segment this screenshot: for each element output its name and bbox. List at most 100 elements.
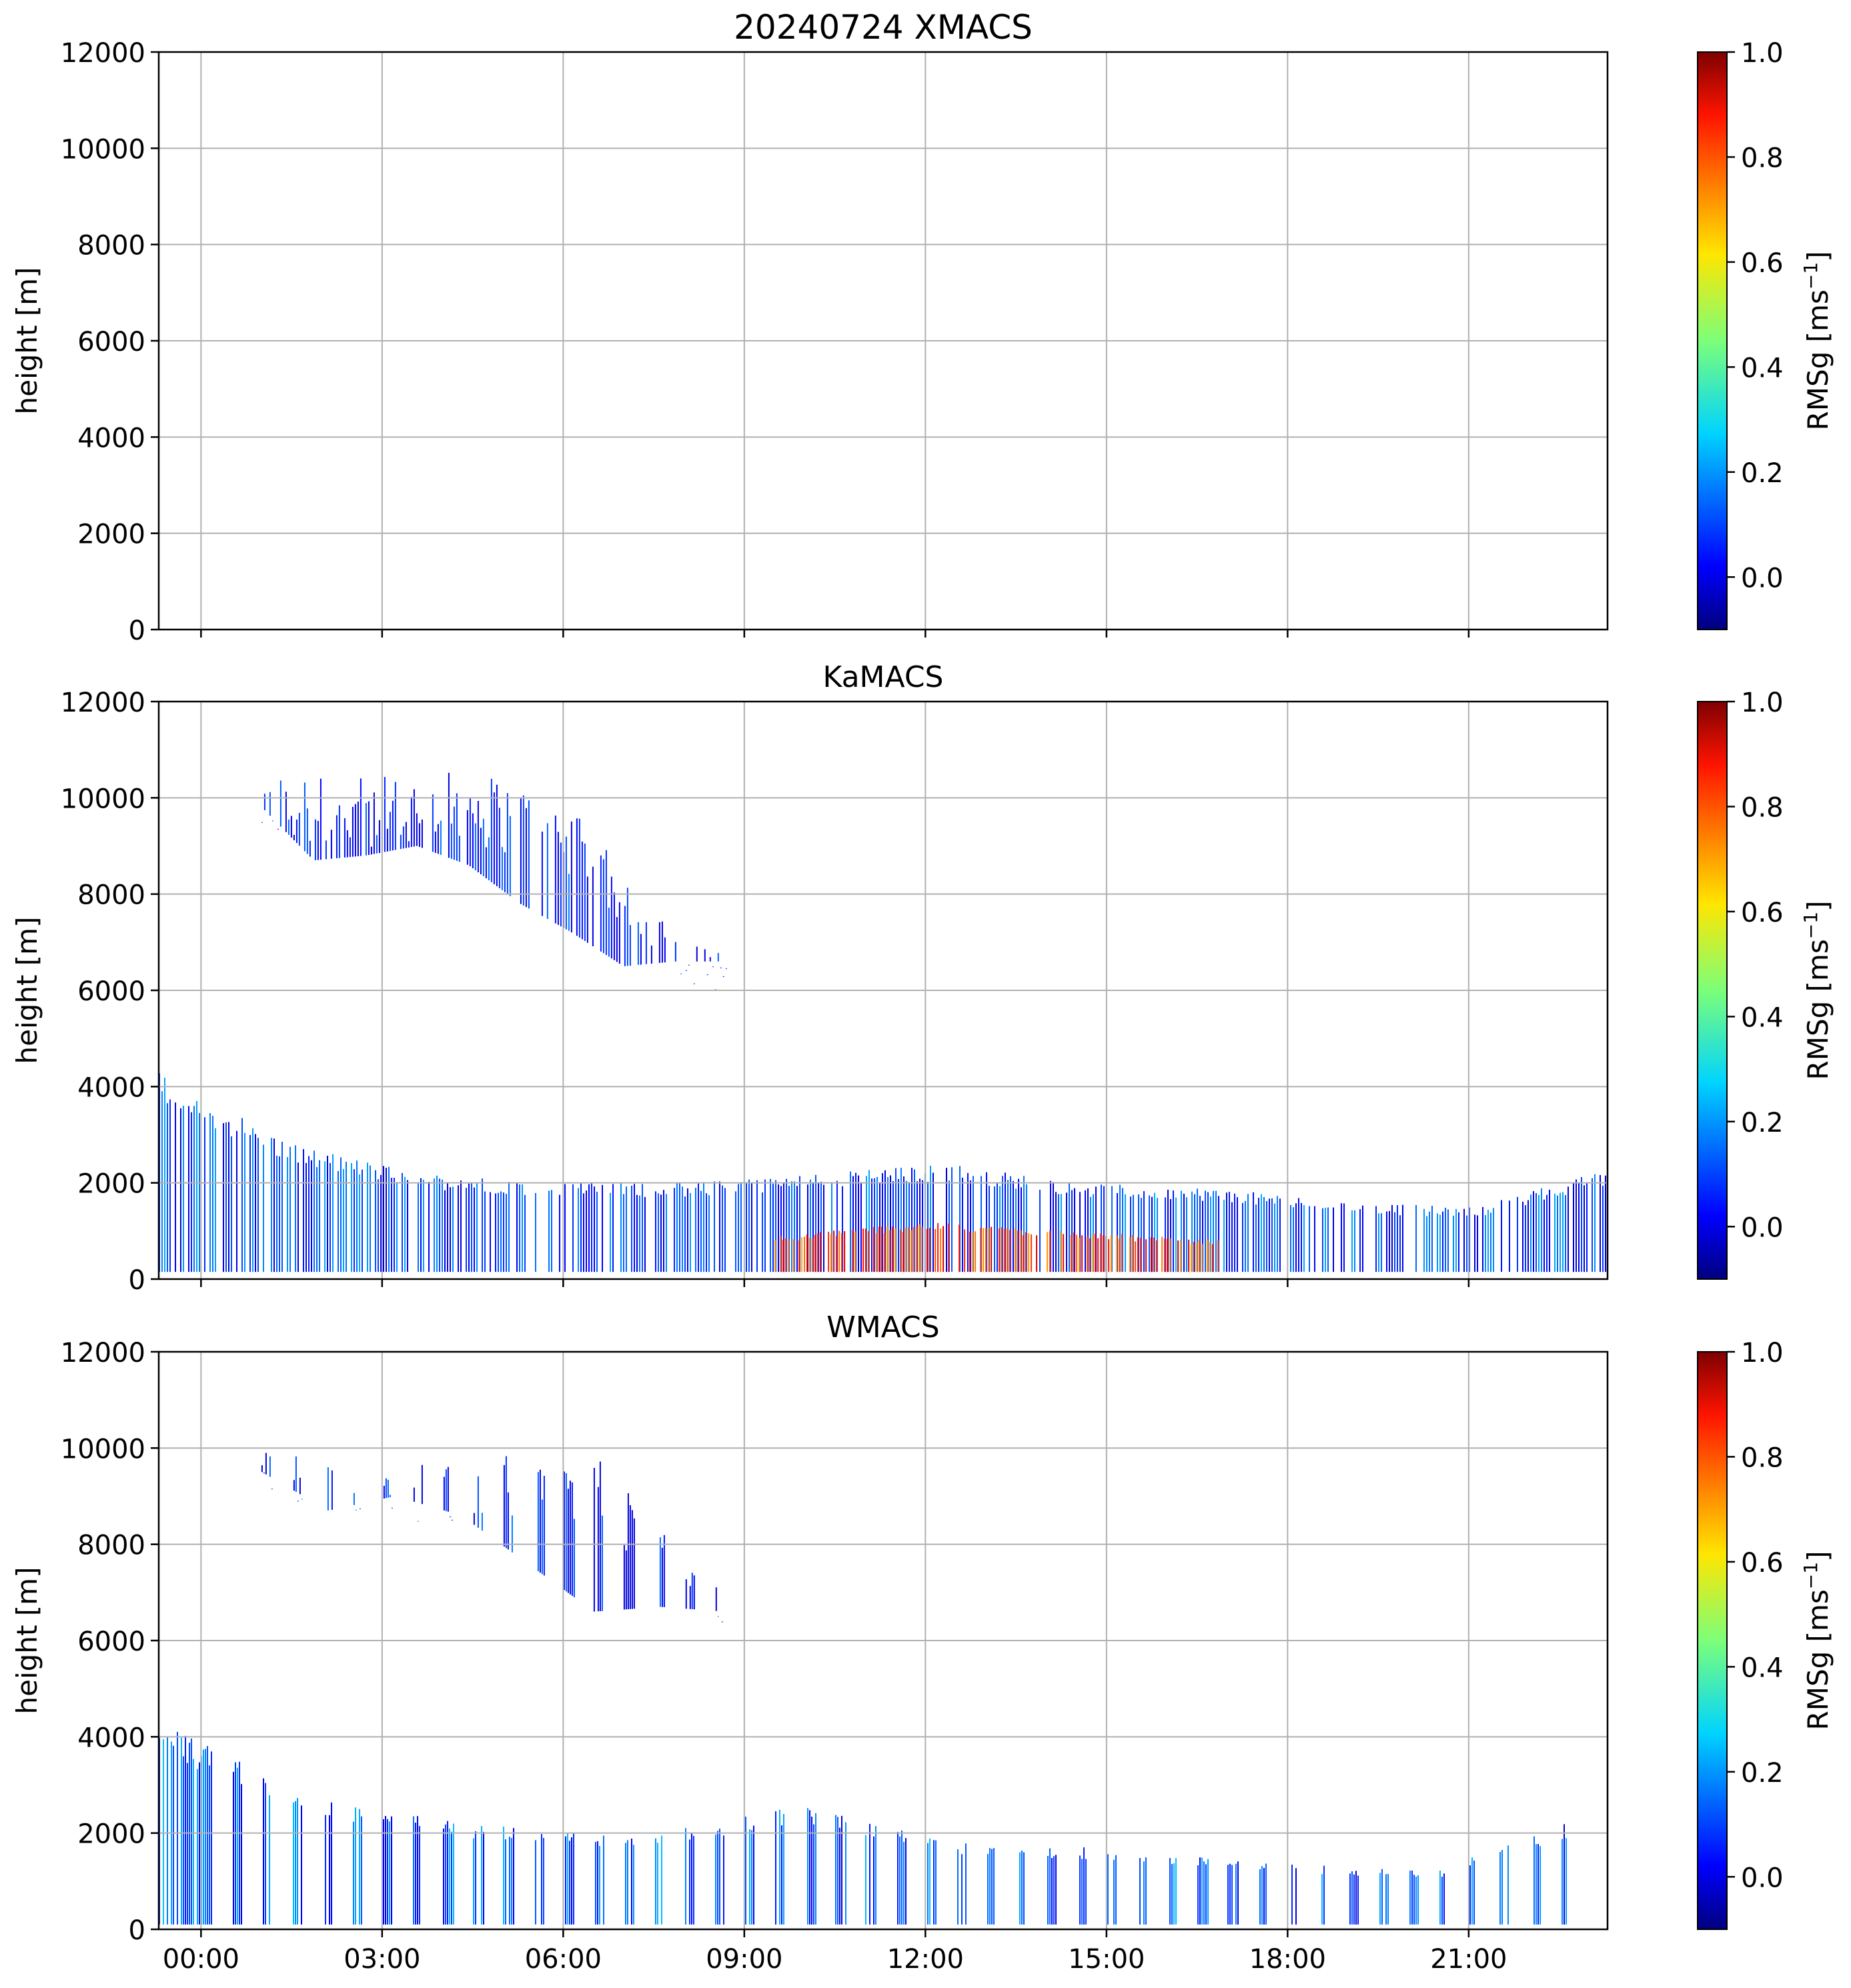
data-column	[715, 1834, 716, 1925]
data-column	[1119, 1184, 1121, 1272]
panel-title: WMACS	[826, 1310, 939, 1344]
data-column	[833, 1230, 835, 1272]
x-tick-label: 15:00	[1068, 1944, 1145, 1975]
data-column	[858, 1175, 859, 1272]
data-column	[1074, 1188, 1075, 1272]
data-column	[295, 1145, 296, 1272]
data-column	[839, 1827, 840, 1925]
y-tick-label: 2000	[77, 1819, 145, 1850]
data-column	[428, 1182, 430, 1272]
data-column	[725, 968, 727, 969]
data-column	[451, 1519, 453, 1521]
data-column	[468, 1183, 470, 1272]
data-column	[881, 1226, 883, 1272]
data-column	[1055, 1192, 1057, 1272]
data-column	[1564, 1824, 1565, 1925]
data-column	[1355, 1871, 1357, 1925]
data-column	[481, 1513, 483, 1531]
data-column	[1001, 1227, 1003, 1272]
data-column	[525, 808, 527, 908]
data-column	[1477, 1215, 1478, 1272]
data-column	[935, 1840, 937, 1925]
data-column	[1266, 1201, 1267, 1272]
data-column	[905, 1227, 907, 1272]
data-column	[1095, 1186, 1097, 1272]
data-column	[207, 1746, 208, 1925]
data-column	[485, 847, 487, 878]
data-column	[1322, 1208, 1323, 1272]
data-column	[994, 1186, 995, 1272]
data-column	[841, 1815, 842, 1925]
data-column	[1493, 1208, 1494, 1272]
data-column	[1116, 1235, 1118, 1272]
data-column	[1423, 1208, 1425, 1272]
data-column	[375, 1170, 376, 1272]
data-column	[706, 974, 708, 975]
data-column	[745, 1817, 746, 1925]
data-column	[193, 1106, 195, 1272]
data-column	[1069, 1182, 1070, 1272]
data-column	[314, 1150, 315, 1272]
data-column	[445, 1824, 446, 1925]
data-column	[666, 1194, 667, 1272]
data-column	[203, 1749, 204, 1925]
data-column	[1015, 1228, 1017, 1272]
data-column	[177, 1732, 178, 1925]
data-column	[625, 1550, 627, 1610]
data-column	[1442, 1211, 1443, 1272]
data-column	[1226, 1192, 1227, 1272]
data-column	[336, 815, 338, 858]
data-column	[685, 1828, 686, 1925]
data-column	[927, 1182, 929, 1272]
data-column	[693, 1835, 694, 1925]
data-column	[511, 1838, 512, 1925]
data-column	[564, 1184, 566, 1272]
data-column	[380, 1174, 382, 1272]
data-column	[472, 813, 474, 868]
data-column	[1085, 1859, 1087, 1925]
data-column	[1135, 1241, 1137, 1272]
data-column	[408, 841, 410, 848]
data-column	[1231, 1202, 1233, 1272]
data-column	[303, 782, 305, 852]
data-column	[1053, 1182, 1054, 1272]
data-column	[1602, 1185, 1604, 1272]
data-column	[1154, 1192, 1155, 1272]
data-column	[965, 1843, 967, 1925]
data-column	[569, 1480, 571, 1595]
data-column	[495, 1193, 496, 1272]
data-column	[404, 1176, 406, 1272]
data-column	[798, 1240, 800, 1272]
y-axis-label: height [m]	[11, 917, 43, 1064]
data-column	[1071, 1190, 1073, 1272]
data-column	[228, 1122, 229, 1272]
data-column	[359, 1174, 360, 1272]
data-column	[1107, 1854, 1109, 1925]
data-column	[937, 1223, 939, 1272]
data-column	[583, 1193, 584, 1272]
data-column	[841, 1232, 843, 1272]
data-column	[389, 1495, 391, 1498]
data-column	[504, 852, 506, 892]
data-column	[1227, 1865, 1229, 1925]
data-column	[199, 1762, 200, 1925]
data-column	[691, 1833, 692, 1925]
data-column	[340, 1157, 342, 1272]
data-column	[663, 1535, 665, 1607]
data-column	[854, 1231, 856, 1272]
data-column	[183, 1106, 184, 1272]
data-column	[1482, 1206, 1483, 1272]
data-column	[892, 1226, 894, 1272]
data-column	[1173, 1190, 1174, 1272]
data-column	[1303, 1205, 1305, 1272]
data-column	[873, 1227, 875, 1272]
data-column	[1417, 1875, 1419, 1925]
y-tick-label: 0	[129, 616, 145, 646]
data-column	[338, 1170, 339, 1272]
data-column	[1093, 1194, 1094, 1272]
data-column	[783, 1182, 784, 1272]
data-column	[599, 1461, 601, 1611]
data-column	[1197, 1865, 1199, 1925]
data-column	[1207, 1859, 1209, 1925]
data-column	[481, 1826, 482, 1925]
